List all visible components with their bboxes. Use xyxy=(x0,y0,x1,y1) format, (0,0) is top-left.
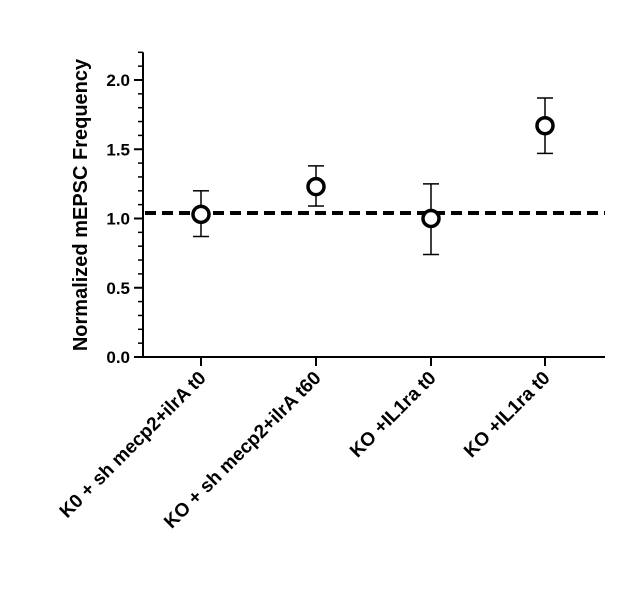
y-tick-label: 2.0 xyxy=(106,71,130,90)
data-point xyxy=(191,204,211,225)
y-axis-label: Normalized mEPSC Frequency xyxy=(70,58,92,351)
data-point-group xyxy=(535,97,555,155)
x-tick-label: KO +IL1ra t0 xyxy=(346,368,440,462)
data-marks xyxy=(191,97,555,256)
data-point xyxy=(535,115,555,136)
data-point-group xyxy=(306,165,326,207)
x-tick-label: KO +IL1ra t0 xyxy=(460,368,554,462)
data-point xyxy=(421,208,441,229)
y-tick-label: 0.0 xyxy=(106,348,130,367)
axes xyxy=(134,51,605,366)
data-point-group xyxy=(421,183,441,256)
data-point-group xyxy=(191,190,211,238)
y-tick-label: 1.5 xyxy=(106,140,130,159)
y-tick-label: 1.0 xyxy=(106,210,130,229)
y-tick-label: 0.5 xyxy=(106,279,130,298)
data-point xyxy=(306,176,326,197)
